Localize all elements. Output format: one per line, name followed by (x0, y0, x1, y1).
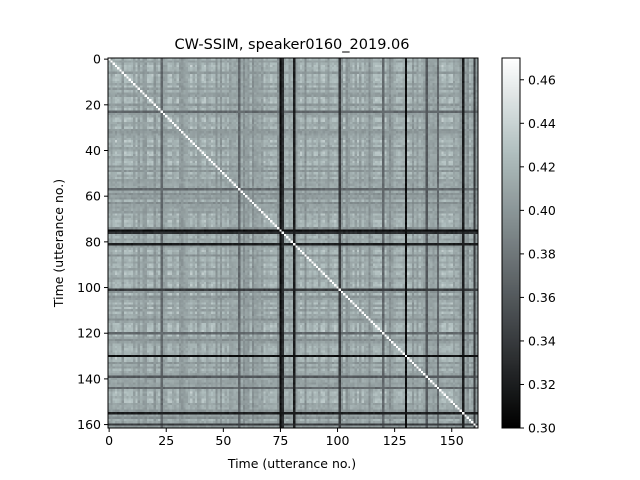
y-tick-label: 120 (77, 326, 101, 341)
x-tick-label: 125 (383, 433, 407, 448)
plot-frame (107, 57, 479, 429)
colorbar-tick-label: 0.34 (528, 333, 556, 348)
x-tick-label: 0 (105, 433, 113, 448)
y-tick-label: 20 (85, 97, 101, 112)
colorbar-tick-label: 0.46 (528, 72, 556, 87)
colorbar-gradient (502, 58, 520, 428)
y-tick-label: 40 (85, 143, 101, 158)
colorbar-tick-label: 0.42 (528, 159, 556, 174)
heatmap-matrix (108, 58, 478, 428)
y-axis-label: Time (utterance no.) (51, 179, 66, 308)
y-tick-label: 100 (77, 280, 101, 295)
y-tick-label: 140 (77, 371, 101, 386)
x-tick-label: 25 (158, 433, 174, 448)
chart-title: CW-SSIM, speaker0160_2019.06 (175, 37, 410, 53)
x-axis-label: Time (utterance no.) (227, 456, 356, 471)
x-axis: 0 25 50 75 100 125 150 (105, 428, 464, 448)
colorbar-tick-label: 0.44 (528, 116, 556, 131)
y-axis: 0 20 40 60 80 100 120 140 160 (77, 52, 108, 432)
y-tick-label: 160 (77, 417, 101, 432)
colorbar-tick-label: 0.40 (528, 203, 556, 218)
x-tick-label: 100 (326, 433, 350, 448)
colorbar-frame (501, 57, 521, 429)
x-tick-label: 50 (215, 433, 231, 448)
y-tick-label: 0 (93, 52, 101, 67)
colorbar-axis: 0.30 0.32 0.34 0.36 0.38 0.40 0.42 0.44 0.46 (520, 72, 556, 436)
heatmap (107, 57, 479, 429)
y-tick-label: 80 (85, 234, 101, 249)
colorbar-tick-label: 0.32 (528, 377, 556, 392)
colorbar-tick-label: 0.36 (528, 290, 556, 305)
x-tick-label: 150 (440, 433, 464, 448)
colorbar-tick-label: 0.38 (528, 246, 556, 261)
colorbar: 0.30 0.32 0.34 0.36 0.38 0.40 0.42 0.44 0.46 (501, 57, 556, 436)
y-tick-label: 60 (85, 189, 101, 204)
colorbar-tick-label: 0.30 (528, 421, 556, 436)
x-tick-label: 75 (272, 433, 288, 448)
